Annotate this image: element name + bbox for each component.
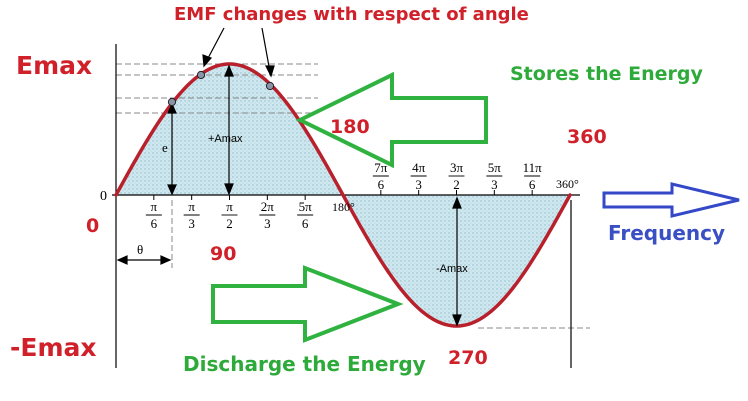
curve-points xyxy=(167,70,275,107)
e-label: e xyxy=(162,140,168,155)
tick-denominator: 6 xyxy=(529,177,536,192)
tick-numerator: 3π xyxy=(450,160,464,175)
top-tick-label-4: 5π6 xyxy=(297,199,314,231)
tick-numerator: π xyxy=(188,199,195,214)
tick-denominator: 6 xyxy=(151,216,158,231)
bottom-tick-label-2: 3π2 xyxy=(448,160,465,192)
top-tick-label-1: π3 xyxy=(183,199,200,231)
tick-marks xyxy=(153,190,533,200)
green-arrow-left xyxy=(295,71,488,169)
bottom-tick-label-3: 5π3 xyxy=(486,160,503,192)
tick-denominator: 3 xyxy=(188,216,195,231)
tick-denominator: 3 xyxy=(264,216,271,231)
minus-amax-label: -Amax xyxy=(436,263,468,275)
frequency-label: Frequency xyxy=(608,221,725,245)
green-arrow-right xyxy=(211,265,404,343)
plus-amax-arrow xyxy=(224,64,234,196)
tick-numerator: 11π xyxy=(523,160,543,175)
top-tick-label-3: 2π3 xyxy=(259,199,276,231)
theta-arrow xyxy=(116,255,172,265)
ninety-label: 90 xyxy=(210,243,236,265)
title-text: EMF changes with respect of angle xyxy=(174,4,529,25)
deg-360-label: 360° xyxy=(556,177,579,191)
deg-180-label: 180° xyxy=(332,200,355,214)
theta-label: θ xyxy=(137,242,143,257)
tick-denominator: 2 xyxy=(226,216,233,231)
neg-emax-label: -Emax xyxy=(10,333,97,362)
zero-axis-label: 0 xyxy=(100,189,107,204)
tick-numerator: 5π xyxy=(299,199,313,214)
zero-red-label: 0 xyxy=(86,215,99,237)
tick-denominator: 6 xyxy=(378,177,385,192)
three-sixty-label: 360 xyxy=(567,126,607,148)
tick-numerator: 5π xyxy=(488,160,502,175)
plus-amax-label: +Amax xyxy=(208,133,243,145)
discharge-energy-label: Discharge the Energy xyxy=(183,352,426,376)
tick-numerator: π xyxy=(151,199,158,214)
bottom-tick-label-0: 7π6 xyxy=(372,160,389,192)
tick-denominator: 6 xyxy=(302,216,309,231)
e-arrow xyxy=(167,102,177,196)
tick-denominator: 2 xyxy=(453,177,460,192)
stores-energy-label: Stores the Energy xyxy=(510,63,703,85)
tick-denominator: 3 xyxy=(415,177,422,192)
minus-amax-arrow xyxy=(452,196,462,327)
tick-numerator: 7π xyxy=(374,160,388,175)
one-eighty-label: 180 xyxy=(330,116,370,138)
two-seventy-label: 270 xyxy=(448,347,488,369)
bottom-tick-label-1: 4π3 xyxy=(410,160,427,192)
tick-denominator: 3 xyxy=(491,177,498,192)
sine-curve xyxy=(114,62,572,328)
title-pointer-arrows xyxy=(202,27,275,78)
top-tick-label-2: π2 xyxy=(221,199,238,231)
top-tick-label-0: π6 xyxy=(145,199,162,231)
tick-numerator: 4π xyxy=(412,160,426,175)
blue-frequency-arrow xyxy=(602,182,740,218)
tick-numerator: 2π xyxy=(261,199,275,214)
tick-numerator: π xyxy=(226,199,233,214)
emax-label: Emax xyxy=(16,51,92,80)
